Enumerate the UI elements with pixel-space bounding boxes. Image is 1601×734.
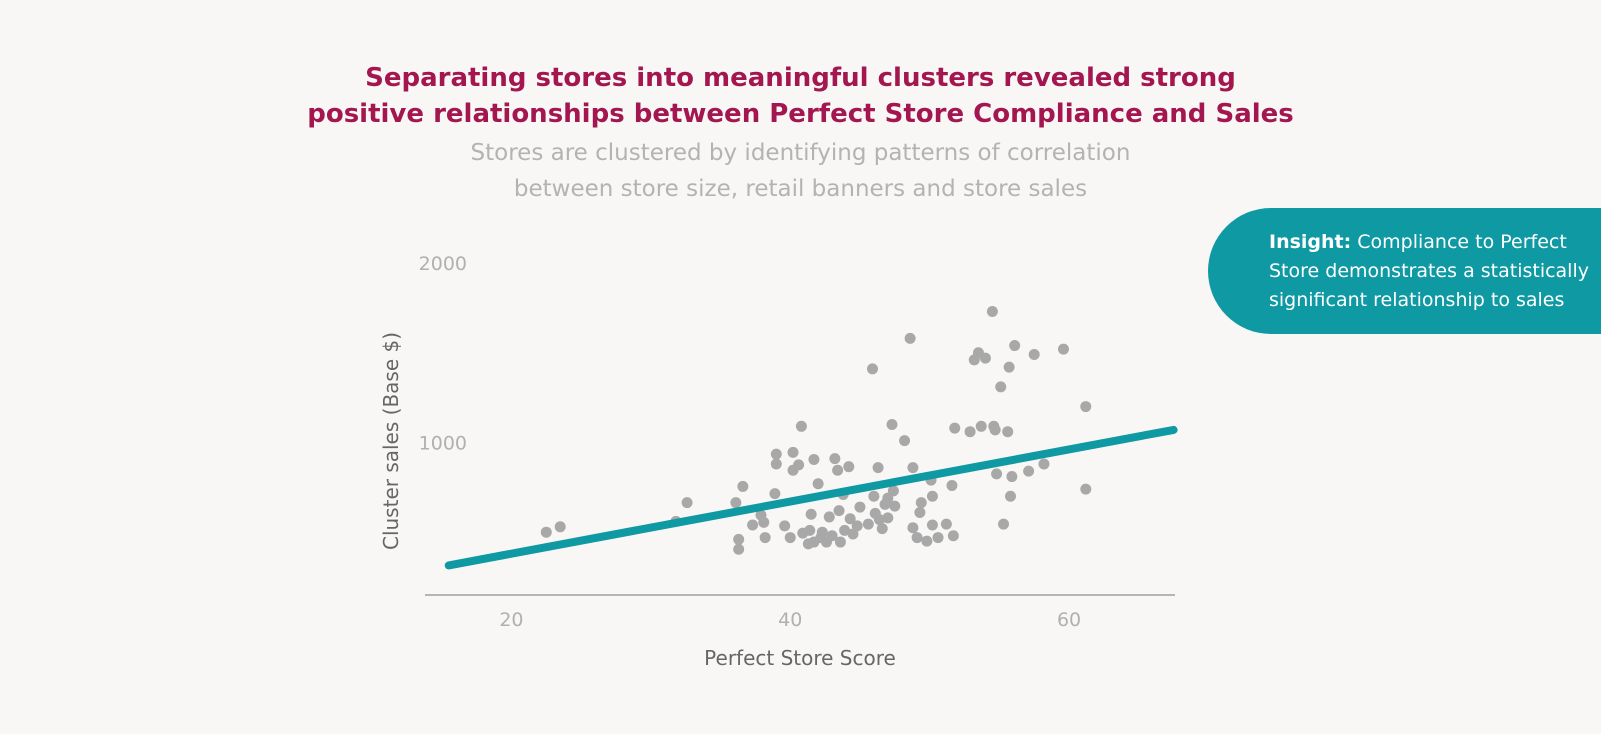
data-point: [986, 305, 998, 317]
data-point: [808, 454, 820, 466]
chart-subtitle-line2: between store size, retail banners and s…: [513, 176, 1088, 202]
data-point: [1057, 343, 1069, 355]
data-point: [759, 532, 771, 544]
data-point: [554, 521, 566, 533]
y-tick-label: 1000: [419, 432, 467, 454]
chart-subtitle-line1: Stores are clustered by identifying patt…: [470, 140, 1131, 166]
data-point: [1009, 340, 1021, 352]
data-point: [876, 523, 888, 535]
data-point: [1003, 361, 1015, 373]
y-tick-label: 2000: [419, 253, 467, 275]
data-point: [949, 422, 961, 434]
insight-label: Insight:: [1269, 231, 1352, 253]
data-point: [862, 518, 874, 530]
data-point: [839, 524, 851, 536]
data-point: [1038, 458, 1050, 470]
data-point: [904, 332, 916, 344]
data-point: [946, 480, 958, 492]
data-point: [730, 497, 742, 509]
data-point: [851, 520, 863, 532]
data-point: [907, 462, 919, 474]
data-point: [843, 461, 855, 473]
data-point: [899, 435, 911, 447]
data-point: [834, 536, 846, 548]
ticks-layer: 20 40 60 1000 2000: [419, 253, 1082, 631]
data-point: [882, 512, 894, 524]
y-axis-label: Cluster sales (Base $): [379, 332, 403, 550]
data-point: [872, 462, 884, 474]
data-point: [995, 381, 1007, 393]
data-point: [793, 459, 805, 471]
data-point: [988, 420, 1000, 432]
chart-subtitle: Stores are clustered by identifying patt…: [0, 135, 1601, 207]
data-point: [733, 533, 745, 545]
data-point: [747, 519, 759, 531]
chart-title: Separating stores into meaningful cluste…: [0, 60, 1601, 132]
data-point: [805, 508, 817, 520]
data-point: [833, 505, 845, 517]
data-point: [914, 506, 926, 518]
x-tick-label: 40: [778, 609, 802, 631]
data-point: [915, 497, 927, 509]
data-point: [844, 513, 856, 525]
data-point: [907, 522, 919, 534]
data-point: [964, 426, 976, 438]
trendline: [444, 425, 1178, 570]
data-point: [812, 478, 824, 490]
data-point: [826, 530, 838, 542]
data-point: [770, 458, 782, 470]
data-point: [889, 500, 901, 512]
data-point: [911, 532, 923, 544]
data-point: [1006, 471, 1018, 483]
data-point: [926, 490, 938, 502]
data-point: [926, 519, 938, 531]
data-point: [873, 514, 885, 526]
data-point: [1080, 483, 1092, 495]
data-point: [921, 535, 933, 547]
data-point: [829, 453, 841, 465]
data-point: [795, 420, 807, 432]
data-point: [1080, 401, 1092, 413]
data-point: [932, 532, 944, 544]
data-point: [887, 485, 899, 497]
data-point: [1023, 465, 1035, 477]
data-point: [847, 528, 859, 540]
data-point: [854, 501, 866, 513]
data-point: [886, 419, 898, 431]
data-point: [784, 532, 796, 544]
insight-text: Compliance to Perfect Store demonstrates…: [1269, 231, 1589, 311]
insight-callout: Insight: Compliance to Perfect Store dem…: [1208, 208, 1601, 334]
data-point: [779, 520, 791, 532]
data-point: [1005, 490, 1017, 502]
data-point: [998, 518, 1010, 530]
data-point: [868, 490, 880, 502]
data-point: [816, 526, 828, 538]
data-point: [823, 511, 835, 523]
data-point: [991, 468, 1003, 480]
data-point: [540, 526, 552, 538]
data-point: [979, 352, 991, 364]
data-point: [770, 448, 782, 460]
data-point: [940, 518, 952, 530]
data-point: [787, 446, 799, 458]
data-point: [866, 363, 878, 375]
x-tick-label: 20: [499, 609, 523, 631]
chart-title-line1: Separating stores into meaningful cluste…: [365, 63, 1236, 93]
x-axis-label: Perfect Store Score: [704, 646, 896, 670]
data-point: [1002, 426, 1014, 438]
data-point: [681, 497, 693, 509]
data-point: [832, 464, 844, 476]
data-point: [737, 480, 749, 492]
data-point: [947, 530, 959, 542]
data-point: [733, 543, 745, 555]
data-point: [769, 488, 781, 500]
x-tick-label: 60: [1057, 609, 1081, 631]
data-point: [975, 420, 987, 432]
points-layer: [540, 305, 1092, 555]
data-point: [758, 516, 770, 528]
chart-title-line2: positive relationships between Perfect S…: [307, 99, 1294, 129]
data-point: [1028, 349, 1040, 361]
data-point: [804, 524, 816, 536]
